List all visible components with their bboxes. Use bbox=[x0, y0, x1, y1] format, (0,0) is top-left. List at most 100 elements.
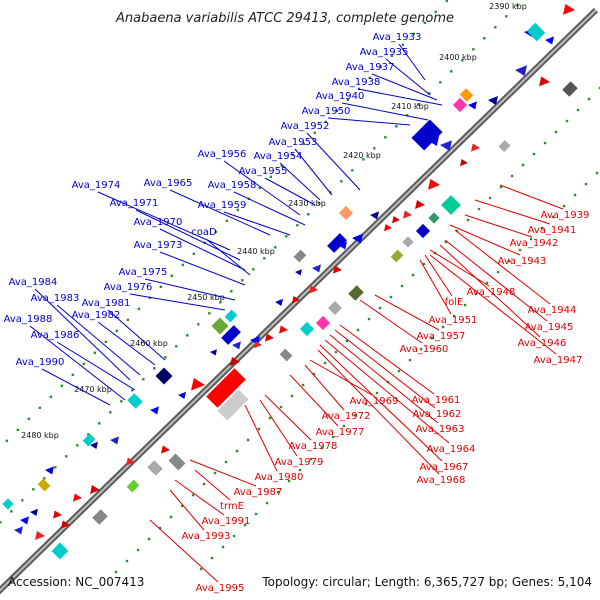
gene-arrow[interactable] bbox=[333, 265, 342, 274]
gene-arrow[interactable] bbox=[275, 298, 283, 306]
gene-label-lower[interactable]: Ava_1944 bbox=[528, 305, 577, 316]
gene-label-lower[interactable]: Ava_1947 bbox=[534, 355, 583, 366]
gene-arrow[interactable] bbox=[515, 65, 527, 76]
gene-block[interactable] bbox=[348, 285, 364, 301]
gene-arrow[interactable] bbox=[338, 241, 347, 250]
gene-arrow[interactable] bbox=[488, 96, 498, 105]
gene-block[interactable] bbox=[526, 22, 546, 42]
gene-label-lower[interactable]: Ava_1960 bbox=[400, 344, 449, 355]
gene-block[interactable] bbox=[126, 479, 140, 493]
gene-arrow[interactable] bbox=[279, 325, 288, 334]
gene-arrow[interactable] bbox=[20, 516, 29, 525]
gene-arrow[interactable] bbox=[403, 210, 412, 219]
gene-block[interactable] bbox=[390, 249, 404, 263]
gene-arrow[interactable] bbox=[90, 441, 98, 449]
gene-label-lower[interactable]: Ava_1993 bbox=[182, 531, 231, 542]
gene-arrow[interactable] bbox=[265, 333, 274, 342]
gene-arrow[interactable] bbox=[563, 4, 575, 15]
gene-label-upper[interactable]: Ava_1959 bbox=[198, 200, 247, 211]
gene-label-lower[interactable]: Ava_1977 bbox=[316, 427, 365, 438]
gene-block[interactable] bbox=[293, 249, 307, 263]
gene-arrow[interactable] bbox=[210, 349, 217, 356]
gene-label-lower[interactable]: Ava_1945 bbox=[525, 322, 574, 333]
gene-block[interactable] bbox=[299, 321, 315, 337]
gene-label-lower[interactable]: Ava_1978 bbox=[289, 441, 338, 452]
gene-arrow[interactable] bbox=[292, 296, 300, 304]
gene-block[interactable] bbox=[279, 348, 293, 362]
gene-label-lower[interactable]: Ava_1941 bbox=[528, 225, 577, 236]
gene-label-lower[interactable]: Ava_1943 bbox=[498, 256, 547, 267]
gene-label-upper[interactable]: Ava_1973 bbox=[134, 240, 183, 251]
gene-label-upper[interactable]: Ava_1982 bbox=[72, 310, 121, 321]
gene-label-lower[interactable]: Ava_1987 bbox=[234, 487, 283, 498]
gene-label-lower[interactable]: Ava_1939 bbox=[541, 210, 590, 221]
gene-arrow[interactable] bbox=[61, 520, 70, 529]
gene-arrow[interactable] bbox=[178, 391, 186, 399]
gene-label-upper[interactable]: Ava_1937 bbox=[346, 62, 395, 73]
gene-label-lower[interactable]: Ava_1980 bbox=[255, 472, 304, 483]
gene-label-lower[interactable]: Ava_1957 bbox=[417, 331, 466, 342]
gene-label-upper[interactable]: Ava_1990 bbox=[16, 357, 65, 368]
gene-block[interactable] bbox=[498, 139, 511, 153]
gene-arrow[interactable] bbox=[468, 101, 477, 110]
gene-block[interactable] bbox=[127, 393, 143, 409]
gene-arrow[interactable] bbox=[384, 224, 392, 232]
gene-arrow[interactable] bbox=[295, 269, 302, 276]
gene-arrow[interactable] bbox=[352, 233, 363, 244]
gene-label-lower[interactable]: Ava_1969 bbox=[350, 396, 399, 407]
gene-arrow[interactable] bbox=[191, 378, 205, 391]
gene-block[interactable] bbox=[459, 88, 474, 102]
gene-arrow[interactable] bbox=[161, 445, 170, 454]
gene-arrow[interactable] bbox=[428, 179, 440, 190]
gene-label-lower[interactable]: Ava_1963 bbox=[416, 424, 465, 435]
gene-label-upper[interactable]: Ava_1970 bbox=[134, 217, 183, 228]
gene-arrow[interactable] bbox=[35, 531, 45, 540]
gene-arrow[interactable] bbox=[545, 36, 554, 45]
gene-arrow[interactable] bbox=[150, 406, 159, 415]
gene-arrow[interactable] bbox=[230, 357, 240, 366]
gene-block[interactable] bbox=[155, 367, 173, 385]
gene-arrow[interactable] bbox=[415, 200, 425, 209]
gene-block[interactable] bbox=[402, 236, 414, 248]
gene-label-upper[interactable]: Ava_1950 bbox=[302, 106, 351, 117]
gene-block[interactable] bbox=[562, 81, 578, 97]
gene-arrow[interactable] bbox=[539, 76, 550, 87]
gene-arrow[interactable] bbox=[370, 211, 379, 220]
gene-block[interactable] bbox=[168, 453, 186, 471]
gene-arrow[interactable] bbox=[73, 493, 82, 502]
gene-block[interactable] bbox=[452, 97, 468, 113]
gene-label-upper[interactable]: Ava_1984 bbox=[9, 277, 58, 288]
gene-label-upper[interactable]: Ava_1956 bbox=[198, 149, 247, 160]
gene-block[interactable] bbox=[147, 460, 163, 476]
gene-label-lower[interactable]: Ava_1961 bbox=[412, 395, 461, 406]
gene-label-upper[interactable]: Ava_1965 bbox=[144, 178, 193, 189]
gene-label-lower[interactable]: Ava_1964 bbox=[427, 444, 476, 455]
gene-label-upper[interactable]: Ava_1954 bbox=[254, 151, 303, 162]
gene-label-upper[interactable]: coaD bbox=[191, 227, 217, 238]
gene-block[interactable] bbox=[315, 315, 331, 331]
gene-arrow[interactable] bbox=[110, 436, 119, 445]
gene-arrow[interactable] bbox=[126, 457, 135, 466]
gene-block[interactable] bbox=[428, 212, 440, 224]
gene-label-upper[interactable]: Ava_1953 bbox=[269, 137, 318, 148]
gene-block[interactable] bbox=[92, 509, 108, 525]
gene-label-upper[interactable]: Ava_1952 bbox=[281, 121, 330, 132]
gene-label-lower[interactable]: Ava_1967 bbox=[420, 462, 469, 473]
gene-label-upper[interactable]: Ava_1975 bbox=[119, 267, 168, 278]
gene-block[interactable] bbox=[37, 478, 51, 492]
gene-block[interactable] bbox=[327, 233, 347, 253]
gene-label-upper[interactable]: Ava_1974 bbox=[72, 180, 121, 191]
gene-label-upper[interactable]: Ava_1935 bbox=[360, 47, 409, 58]
gene-label-lower[interactable]: Ava_1979 bbox=[275, 457, 324, 468]
gene-arrow[interactable] bbox=[53, 510, 62, 519]
gene-arrow[interactable] bbox=[232, 341, 241, 350]
gene-block[interactable] bbox=[211, 317, 229, 335]
gene-arrow[interactable] bbox=[392, 216, 400, 224]
gene-label-upper[interactable]: Ava_1983 bbox=[31, 293, 80, 304]
gene-label-lower[interactable]: Ava_1968 bbox=[417, 475, 466, 486]
gene-label-upper[interactable]: Ava_1940 bbox=[316, 91, 365, 102]
gene-label-upper[interactable]: Ava_1958 bbox=[208, 180, 257, 191]
gene-block[interactable] bbox=[338, 205, 354, 221]
gene-label-upper[interactable]: Ava_1988 bbox=[4, 314, 53, 325]
gene-arrow[interactable] bbox=[90, 485, 100, 494]
